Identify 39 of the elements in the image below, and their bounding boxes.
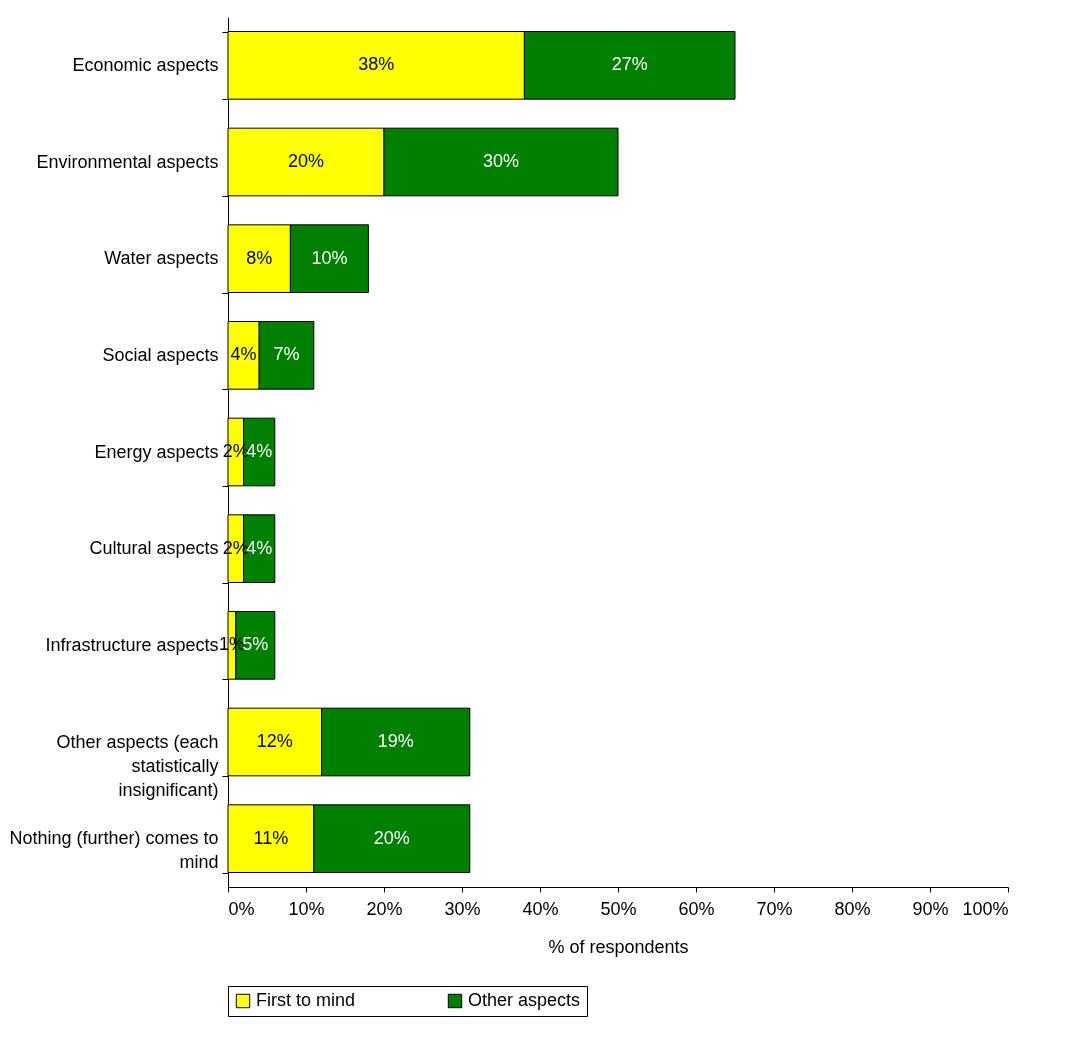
x-tick-label: 30%	[444, 898, 481, 919]
legend-label: First to mind	[256, 990, 356, 1010]
x-tick-label: 80%	[834, 898, 871, 919]
data-label: 38%	[358, 54, 395, 75]
x-tick-label: 20%	[366, 898, 403, 919]
data-label: 30%	[482, 151, 520, 171]
x-tick-label: 40%	[522, 898, 559, 919]
data-label: 8%	[246, 247, 273, 268]
data-label: 27%	[611, 54, 648, 75]
data-label: 1%	[218, 634, 245, 655]
y-tick-label: Water aspects	[104, 248, 219, 269]
data-label: 20%	[287, 151, 325, 171]
y-tick-label: Energy aspects	[94, 441, 219, 462]
data-label: 10%	[311, 247, 348, 268]
data-label: 19%	[377, 731, 414, 751]
x-tick-label: 70%	[756, 898, 793, 919]
x-tick-label: 10%	[288, 898, 325, 919]
data-label: 11%	[253, 827, 289, 848]
y-tick-label: Other aspects (each statistically insignificant)	[56, 731, 219, 800]
x-tick-label: 50%	[600, 898, 637, 919]
y-tick-label: Cultural aspects	[89, 538, 219, 559]
x-axis-title: % of respondents	[548, 936, 689, 957]
y-tick-label: Infrastructure aspects	[45, 634, 219, 655]
data-label: 4%	[246, 441, 273, 461]
data-label: 7%	[273, 344, 300, 365]
data-label: 5%	[242, 634, 269, 655]
legend-label: Other aspects	[468, 990, 581, 1010]
x-tick-label: 100%	[962, 898, 1009, 919]
y-tick-label: Social aspects	[102, 344, 219, 365]
data-label: 4%	[246, 537, 273, 558]
data-label: 12%	[256, 731, 293, 751]
x-tick-label: 60%	[678, 898, 715, 919]
data-label: 4%	[230, 344, 257, 365]
y-tick-label: Environmental aspects	[36, 151, 219, 172]
y-tick-label: Economic aspects	[72, 54, 219, 75]
x-tick-label: 90%	[912, 898, 949, 919]
y-tick-label: Nothing (further) comes to mind	[9, 828, 219, 873]
x-tick-label: 0%	[228, 898, 255, 919]
data-label: 20%	[373, 827, 410, 848]
